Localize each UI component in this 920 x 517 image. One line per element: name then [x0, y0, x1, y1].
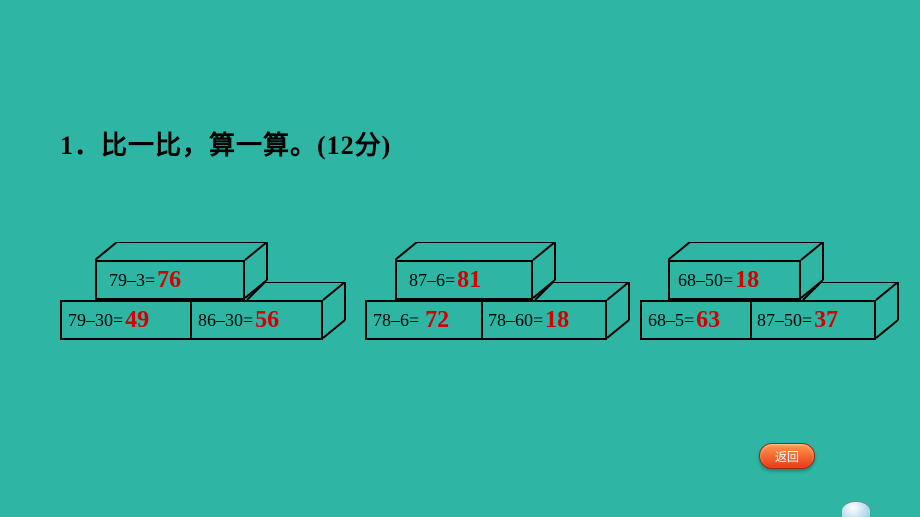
answer: 49: [125, 307, 149, 334]
answer: 81: [457, 267, 481, 294]
decoration-peek: [842, 501, 870, 517]
question-title: 1．比一比，算一算。(12分): [60, 125, 391, 162]
expr: 79–3=: [109, 270, 155, 291]
answer: 18: [545, 307, 569, 334]
expr: 68–50=: [678, 270, 733, 291]
box-right-3: 87–50= 37: [750, 300, 876, 340]
box-right-2: 78–60= 18: [481, 300, 607, 340]
expr: 79–30=: [68, 310, 123, 331]
answer: 37: [814, 307, 838, 334]
expr: 86–30=: [198, 310, 253, 331]
box-left-1: 79–30= 49: [60, 300, 192, 340]
box-right-1: 86–30= 56: [190, 300, 323, 340]
expr: 87–50=: [757, 310, 812, 331]
answer: 56: [255, 307, 279, 334]
answer: 76: [157, 267, 181, 294]
return-button[interactable]: 返回: [759, 443, 815, 469]
answer: 63: [696, 307, 720, 334]
expr: 78–6=: [373, 310, 419, 331]
expr: 87–6=: [409, 270, 455, 291]
box-left-2: 78–6= 72: [365, 300, 483, 340]
expr: 68–5=: [648, 310, 694, 331]
expr: 78–60=: [488, 310, 543, 331]
return-label: 返回: [775, 448, 799, 465]
answer: 72: [425, 307, 449, 334]
box-left-3: 68–5= 63: [640, 300, 752, 340]
